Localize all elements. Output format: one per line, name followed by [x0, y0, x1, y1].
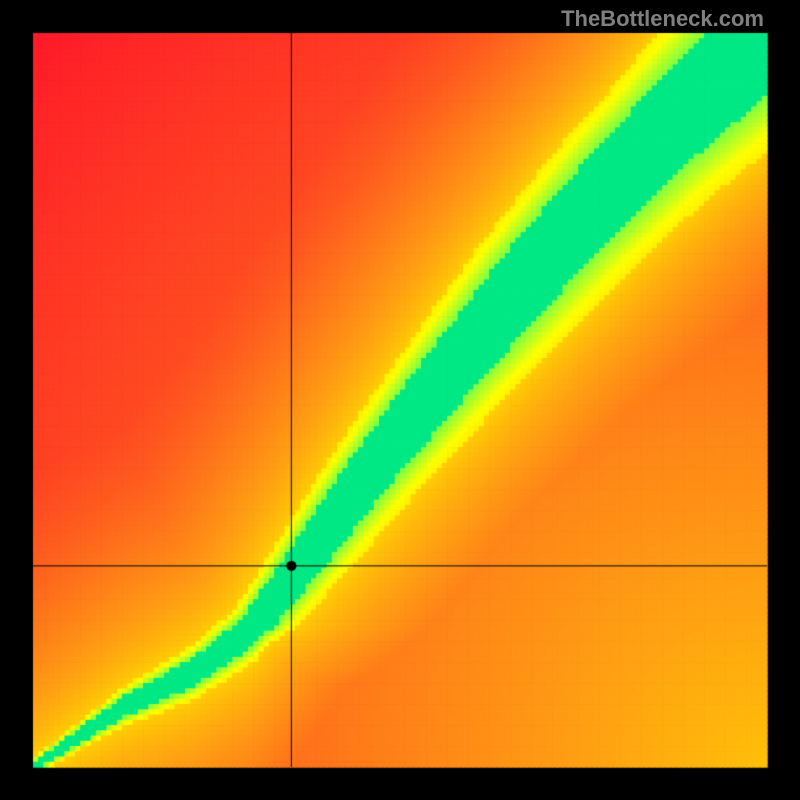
- bottleneck-heatmap: [0, 0, 800, 800]
- watermark-text: TheBottleneck.com: [561, 6, 764, 32]
